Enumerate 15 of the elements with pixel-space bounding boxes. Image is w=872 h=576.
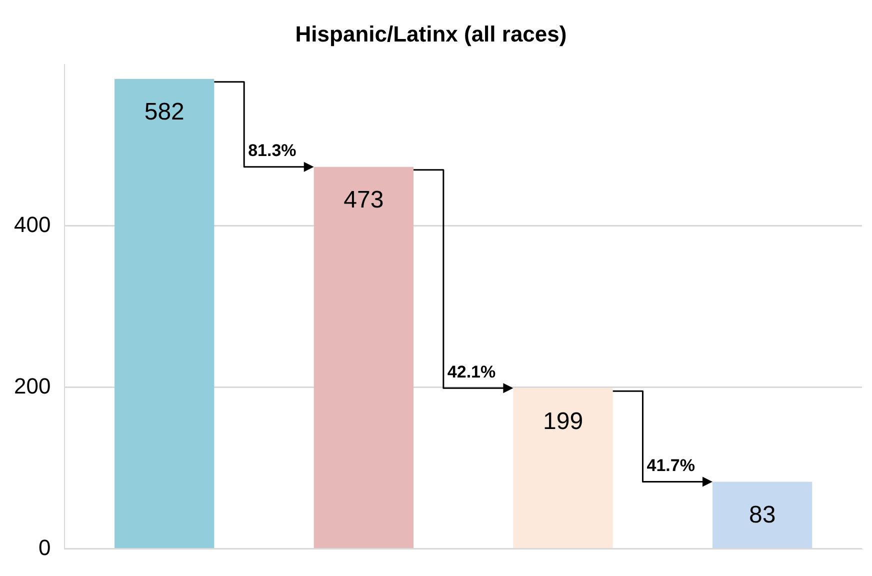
- chart-title: Hispanic/Latinx (all races): [295, 21, 567, 46]
- bar: [513, 388, 613, 548]
- y-tick-label: 200: [14, 373, 51, 398]
- bar: [712, 482, 812, 548]
- annotation: 41.7%: [646, 456, 695, 475]
- bar: [114, 78, 214, 548]
- y-tick-label: 0: [38, 534, 51, 560]
- data-label: 83: [748, 501, 776, 528]
- data-label: 473: [344, 186, 384, 214]
- data-label: 199: [542, 408, 584, 435]
- bar: [314, 166, 414, 548]
- annotation: 42.1%: [447, 362, 496, 382]
- data-label: 582: [144, 98, 184, 126]
- y-tick-label: 400: [14, 212, 51, 237]
- annotation: 81.3%: [248, 141, 296, 160]
